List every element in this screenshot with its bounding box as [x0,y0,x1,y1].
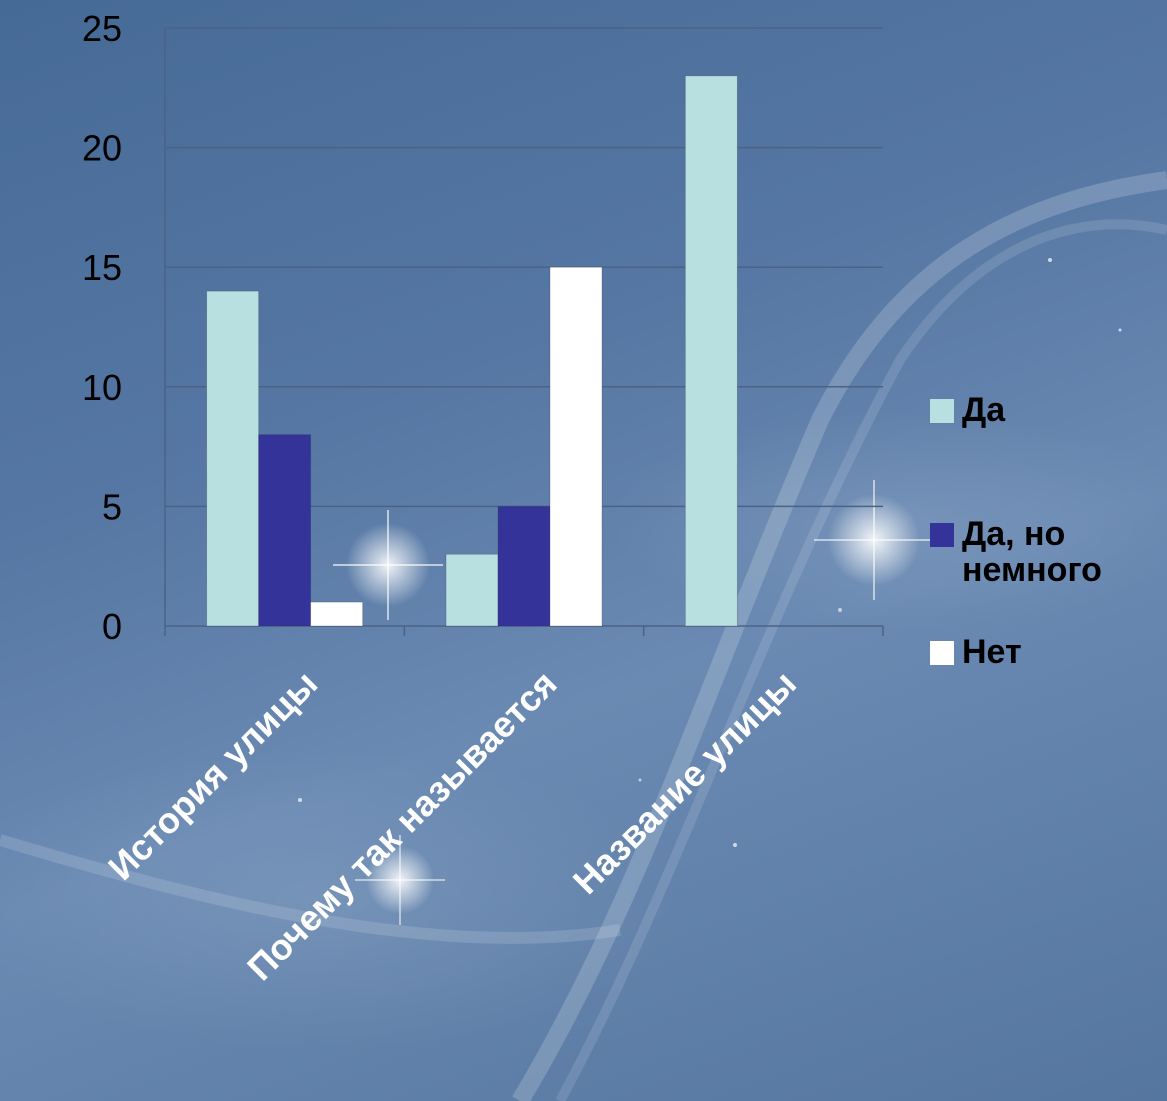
legend-label-da-no-nemnogo: Да, но немного [962,515,1102,589]
y-tick-label-20: 20 [82,128,122,169]
bar-2-2 [497,505,551,627]
bar-3-1 [310,601,364,627]
category-label-3: Название улицы [565,663,804,902]
category-label-1: История улицы [100,663,325,888]
y-tick-label-25: 25 [82,8,122,49]
legend-swatch-da-no-nemnogo [930,523,954,547]
y-tick-label-5: 5 [102,486,122,527]
bar-2-1 [258,434,312,627]
bar-1-1 [206,290,260,627]
legend-label-net: Нет [962,633,1022,671]
legend-label-da: Да [962,391,1006,429]
bar-1-2 [445,553,499,627]
bar-1-3 [684,75,738,627]
legend-swatch-da [930,399,954,423]
legend-swatch-net [930,641,954,665]
legend-item-net: Нет [930,634,1022,670]
y-tick-label-0: 0 [102,606,122,647]
bar-3-2 [549,266,603,627]
y-tick-label-10: 10 [82,367,122,408]
y-tick-label-15: 15 [82,247,122,288]
legend-item-da: Да [930,392,1005,428]
legend-item-da-no-nemnogo: Да, но немного [930,516,1162,588]
